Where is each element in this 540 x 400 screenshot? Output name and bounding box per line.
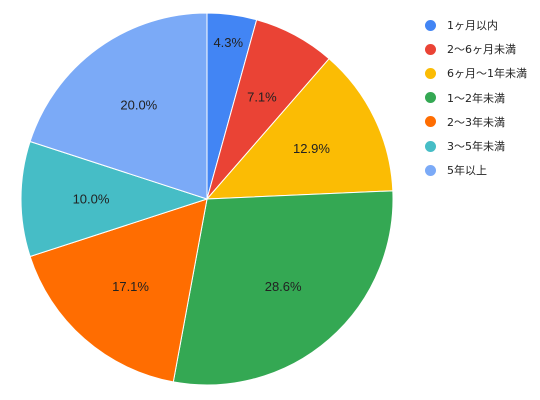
legend-swatch-4 <box>425 92 436 104</box>
pie-slice-3[interactable] <box>205 58 394 200</box>
legend-label-3: 6ヶ月〜1年未満 <box>447 67 527 81</box>
legend-label-6: 3〜5年未満 <box>447 140 505 154</box>
pie-slice-7[interactable] <box>29 12 208 200</box>
slice-label-3: 12.9% <box>293 141 330 156</box>
legend-label-1: 1ヶ月以内 <box>447 19 498 33</box>
legend-item-2[interactable]: 2〜6ヶ月未満 <box>425 37 527 61</box>
legend-swatch-6 <box>425 140 436 152</box>
legend-swatch-2 <box>425 43 436 55</box>
slice-label-4: 28.6% <box>265 279 302 294</box>
slice-label-2: 7.1% <box>247 89 277 104</box>
legend-label-7: 5年以上 <box>447 164 487 178</box>
slice-label-1: 4.3% <box>213 35 243 50</box>
legend-item-7[interactable]: 5年以上 <box>425 158 527 182</box>
legend-item-5[interactable]: 2〜3年未満 <box>425 110 527 134</box>
slice-label-5: 17.1% <box>112 279 149 294</box>
legend-item-3[interactable]: 6ヶ月〜1年未満 <box>425 61 527 85</box>
pie-slice-4[interactable] <box>172 190 394 386</box>
legend: 1ヶ月以内 2〜6ヶ月未満 6ヶ月〜1年未満 1〜2年未満 2〜3年未満 3〜5… <box>425 13 527 182</box>
legend-item-6[interactable]: 3〜5年未満 <box>425 134 527 158</box>
pie-slice-5[interactable] <box>29 198 208 383</box>
legend-swatch-5 <box>425 116 436 128</box>
legend-item-4[interactable]: 1〜2年未満 <box>425 86 527 110</box>
slice-label-6: 10.0% <box>73 192 110 207</box>
pie-chart: 4.3% 7.1% 12.9% 28.6% 17.1% 10.0% 20.0% <box>20 12 394 386</box>
legend-swatch-1 <box>425 19 436 31</box>
legend-swatch-3 <box>425 67 436 79</box>
legend-label-5: 2〜3年未満 <box>447 115 505 129</box>
pie-slice-6[interactable] <box>20 140 209 258</box>
legend-label-4: 1〜2年未満 <box>447 91 505 105</box>
legend-item-1[interactable]: 1ヶ月以内 <box>425 13 527 37</box>
legend-label-2: 2〜6ヶ月未満 <box>447 43 516 57</box>
legend-swatch-7 <box>425 164 436 176</box>
slice-label-7: 20.0% <box>120 98 157 113</box>
